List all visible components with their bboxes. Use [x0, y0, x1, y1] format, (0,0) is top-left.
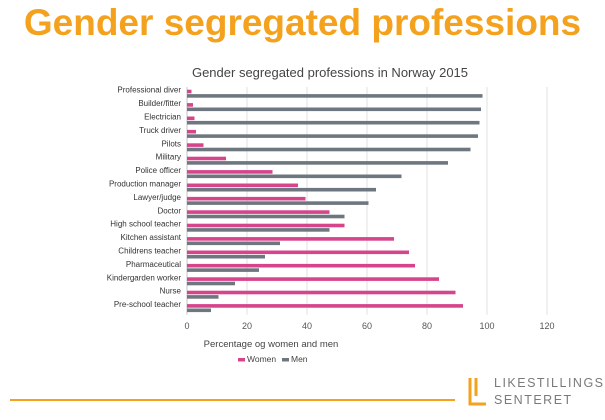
- bar-women-0: [187, 89, 192, 94]
- bar-men-6: [187, 174, 402, 179]
- x-tick-label: 0: [184, 321, 189, 331]
- bar-men-0: [187, 94, 483, 98]
- bar-men-8: [187, 201, 369, 205]
- bar-women-12: [187, 250, 409, 255]
- category-label: Professional diver: [117, 86, 181, 95]
- x-tick-label: 80: [422, 321, 432, 331]
- bar-men-11: [187, 241, 280, 246]
- bar-women-11: [187, 237, 394, 241]
- x-tick-label: 60: [362, 321, 372, 331]
- bar-men-9: [187, 214, 345, 219]
- bar-women-9: [187, 210, 330, 214]
- bar-men-5: [187, 161, 448, 165]
- category-label: Kindergarden worker: [107, 273, 182, 282]
- slide-title: Gender segregated professions: [23, 2, 582, 43]
- x-axis-label: Percentage og women and men: [204, 339, 339, 350]
- category-label: Truck driver: [139, 126, 181, 135]
- category-label: Childrens teacher: [118, 247, 181, 256]
- bars: [187, 89, 483, 313]
- bar-men-12: [187, 254, 265, 259]
- chart: Gender segregated professions in Norway …: [107, 65, 555, 364]
- bar-men-14: [187, 281, 235, 286]
- bar-women-16: [187, 304, 463, 308]
- bar-men-4: [187, 147, 471, 152]
- category-label: Electrician: [144, 113, 181, 122]
- category-label: Pre-school teacher: [114, 300, 181, 309]
- bar-women-5: [187, 156, 226, 161]
- x-tick-label: 100: [479, 321, 494, 331]
- x-tick-label: 40: [302, 321, 312, 331]
- category-label: Doctor: [157, 206, 181, 215]
- logo-text-line-2: SENTERET: [494, 393, 573, 407]
- legend: Women Men: [238, 354, 308, 364]
- bar-women-4: [187, 143, 204, 147]
- bar-women-13: [187, 263, 415, 268]
- x-tick-label: 20: [242, 321, 252, 331]
- category-label: High school teacher: [110, 220, 181, 229]
- bar-women-1: [187, 103, 193, 107]
- bar-women-7: [187, 183, 298, 188]
- bar-men-7: [187, 187, 376, 192]
- bar-men-13: [187, 268, 259, 272]
- legend-swatch-women: [238, 358, 245, 362]
- bar-men-10: [187, 228, 330, 232]
- category-labels: Professional diver Builder/fitter Electric…: [107, 86, 182, 309]
- bar-women-3: [187, 129, 196, 134]
- bar-women-6: [187, 170, 273, 174]
- organization-logo: LIKESTILLINGS- SENTERET: [466, 372, 605, 412]
- chart-title: Gender segregated professions in Norway …: [192, 65, 468, 80]
- bar-women-14: [187, 277, 439, 281]
- gridlines: [186, 87, 548, 315]
- bar-men-16: [187, 308, 211, 313]
- legend-label-women: Women: [247, 354, 276, 364]
- category-label: Military: [156, 153, 181, 162]
- bar-women-15: [187, 290, 456, 295]
- category-label: Lawyer/judge: [133, 193, 181, 202]
- x-tick-label: 120: [539, 321, 554, 331]
- legend-label-men: Men: [291, 354, 308, 364]
- bar-men-15: [187, 295, 219, 299]
- footer-divider: [10, 399, 455, 401]
- bar-women-8: [187, 196, 306, 201]
- category-label: Builder/fitter: [138, 99, 181, 108]
- category-label: Kitchen assistant: [121, 233, 182, 242]
- category-label: Police officer: [135, 166, 181, 175]
- category-label: Pilots: [161, 139, 181, 148]
- x-tick-labels: 0 20 40 60 80 100 120: [184, 321, 554, 331]
- bar-men-3: [187, 134, 478, 138]
- category-label: Production manager: [109, 180, 181, 189]
- bar-men-1: [187, 107, 481, 112]
- bar-women-10: [187, 223, 345, 228]
- bar-men-2: [187, 120, 480, 125]
- category-label: Pharmaceutical: [126, 260, 181, 269]
- legend-swatch-men: [282, 358, 289, 362]
- logo-bracket-icon: [468, 378, 486, 406]
- bar-women-2: [187, 116, 195, 121]
- category-label: Nurse: [160, 287, 182, 296]
- logo-text-line-1: LIKESTILLINGS-: [494, 376, 605, 390]
